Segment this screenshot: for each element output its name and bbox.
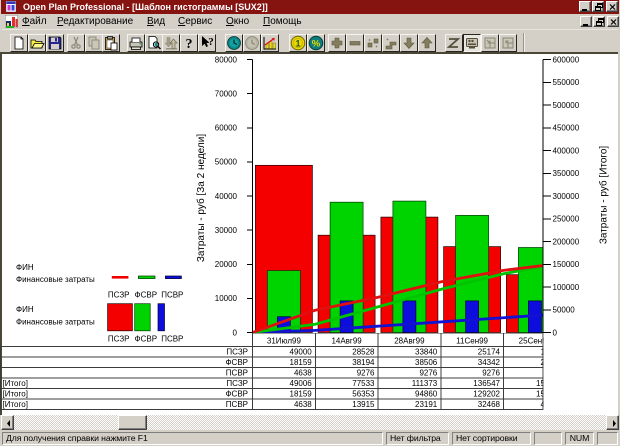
svg-text:100000: 100000 — [553, 283, 580, 292]
svg-text:20000: 20000 — [215, 260, 238, 269]
svg-text:153477: 153477 — [536, 379, 563, 388]
svg-text:ПСВР: ПСВР — [226, 400, 248, 409]
svg-text:0: 0 — [233, 328, 238, 337]
svg-text:136547: 136547 — [473, 379, 500, 388]
svg-text:ФСВР: ФСВР — [225, 358, 248, 367]
svg-text:300000: 300000 — [553, 192, 580, 201]
svg-text:11Сен99: 11Сен99 — [456, 336, 488, 345]
svg-text:9276: 9276 — [545, 369, 563, 378]
svg-text:60000: 60000 — [215, 124, 238, 133]
svg-text:40000: 40000 — [215, 192, 238, 201]
svg-text:?: ? — [186, 37, 193, 51]
svg-text:ФСВР: ФСВР — [135, 291, 158, 300]
svg-text:129202: 129202 — [473, 390, 500, 399]
svg-text:600000: 600000 — [553, 55, 580, 64]
svg-text:30000: 30000 — [215, 226, 238, 235]
svg-text:ПСВР: ПСВР — [161, 291, 183, 300]
svg-text:4638: 4638 — [294, 400, 312, 409]
svg-text:Затраты - руб [Итого]: Затраты - руб [Итого] — [598, 146, 610, 245]
svg-text:28528: 28528 — [352, 348, 375, 357]
svg-text:0: 0 — [553, 328, 558, 337]
svg-text:10000: 10000 — [215, 294, 238, 303]
svg-text:77533: 77533 — [352, 379, 375, 388]
svg-text:450000: 450000 — [553, 124, 580, 133]
svg-text:94860: 94860 — [415, 390, 438, 399]
svg-text:550000: 550000 — [553, 78, 580, 87]
svg-text:111373: 111373 — [412, 379, 438, 388]
svg-text:[Итого]: [Итого] — [3, 379, 28, 388]
svg-text:Финансовые затраты: Финансовые затраты — [16, 318, 95, 327]
svg-text:50000: 50000 — [215, 158, 238, 167]
svg-text:200000: 200000 — [553, 237, 580, 246]
svg-text:ФИН: ФИН — [16, 263, 34, 272]
svg-text:500000: 500000 — [553, 101, 580, 110]
svg-text:9276: 9276 — [357, 369, 375, 378]
svg-text:33840: 33840 — [415, 348, 438, 357]
svg-text:9276: 9276 — [419, 369, 437, 378]
svg-text:56353: 56353 — [352, 390, 375, 399]
svg-text:400000: 400000 — [553, 146, 580, 155]
svg-text:ФИН: ФИН — [16, 305, 34, 314]
svg-text:16930: 16930 — [541, 348, 564, 357]
svg-text:49000: 49000 — [290, 348, 313, 357]
svg-text:18159: 18159 — [290, 358, 313, 367]
svg-text:ПСЗР: ПСЗР — [108, 335, 130, 344]
svg-text:ПСЗР: ПСЗР — [226, 348, 248, 357]
svg-text:154102: 154102 — [536, 390, 563, 399]
svg-text:32468: 32468 — [478, 400, 501, 409]
svg-text:Затраты - руб [За 2 недели]: Затраты - руб [За 2 недели] — [195, 134, 207, 262]
svg-text:9276: 9276 — [482, 369, 500, 378]
svg-text:ПСЗР: ПСЗР — [108, 291, 130, 300]
svg-text:80000: 80000 — [215, 55, 238, 64]
svg-text:ПСЗР: ПСЗР — [226, 379, 248, 388]
svg-text:Финансовые затраты: Финансовые затраты — [16, 275, 95, 284]
svg-text:41744: 41744 — [541, 400, 564, 409]
svg-text:50000: 50000 — [553, 306, 576, 315]
svg-text:350000: 350000 — [553, 169, 580, 178]
svg-text:?: ? — [208, 36, 214, 48]
svg-text:28Авг99: 28Авг99 — [394, 336, 425, 345]
svg-text:1: 1 — [295, 39, 300, 49]
svg-text:25Сен99: 25Сен99 — [519, 336, 552, 345]
svg-text:18159: 18159 — [290, 390, 313, 399]
svg-text:[Итого]: [Итого] — [3, 390, 28, 399]
svg-text:49006: 49006 — [290, 379, 313, 388]
svg-text:ПСВР: ПСВР — [161, 335, 183, 344]
svg-text:14Авг99: 14Авг99 — [331, 336, 362, 345]
svg-text:23191: 23191 — [415, 400, 438, 409]
svg-text:250000: 250000 — [553, 215, 580, 224]
svg-text:150000: 150000 — [553, 260, 580, 269]
svg-text:34342: 34342 — [478, 358, 501, 367]
svg-text:[Итого]: [Итого] — [3, 400, 28, 409]
svg-text:ФСВР: ФСВР — [225, 390, 248, 399]
svg-text:ФСВР: ФСВР — [135, 335, 158, 344]
svg-text:4638: 4638 — [294, 369, 312, 378]
svg-text:70000: 70000 — [215, 90, 238, 99]
svg-text:24904: 24904 — [541, 358, 564, 367]
svg-text:31Июл99: 31Июл99 — [267, 336, 302, 345]
svg-text:ПСВР: ПСВР — [226, 369, 248, 378]
svg-text:25174: 25174 — [478, 348, 501, 357]
svg-text:%: % — [311, 39, 320, 50]
svg-text:13915: 13915 — [352, 400, 375, 409]
svg-text:38194: 38194 — [352, 358, 375, 367]
svg-text:38506: 38506 — [415, 358, 438, 367]
